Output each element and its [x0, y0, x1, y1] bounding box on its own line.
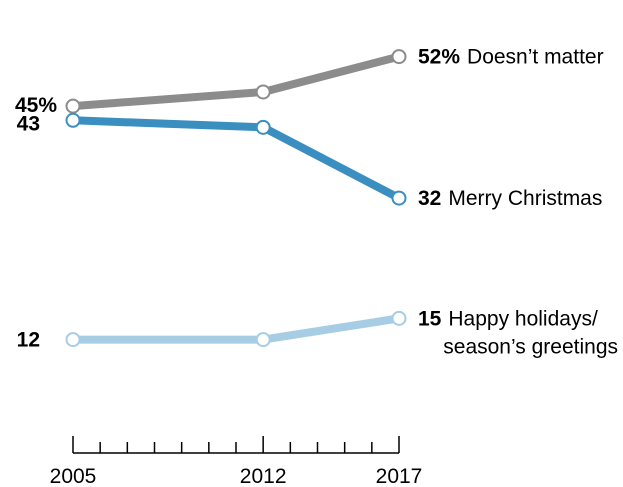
merry-christmas-end-name: Merry Christmas	[448, 187, 602, 210]
happy-holidays-end-name: Happy holidays/	[448, 307, 598, 330]
merry-christmas-end-label: 32 Merry Christmas	[418, 187, 602, 210]
merry-christmas-point-2005	[65, 112, 81, 128]
doesnt-matter-end-value: 52%	[418, 46, 460, 69]
x-axis: 2005 2012 2017	[50, 436, 423, 487]
x-tick-label-2005: 2005	[50, 465, 97, 487]
happy-holidays-point-2005	[65, 332, 81, 348]
happy-holidays-point-2012	[255, 332, 271, 348]
happy-holidays-start-label: 12	[17, 329, 40, 352]
merry-christmas-end-value: 32	[418, 187, 441, 210]
happy-holidays-end-name-line2: season’s greetings	[443, 335, 618, 358]
merry-christmas-point-2012	[255, 119, 271, 135]
x-tick-label-2012: 2012	[240, 465, 287, 487]
merry-christmas-line	[69, 116, 403, 203]
x-tick-label-2017: 2017	[376, 465, 423, 487]
doesnt-matter-end-name: Doesn’t matter	[467, 46, 604, 69]
doesnt-matter-end-label: 52% Doesn’t matter	[418, 46, 604, 69]
happy-holidays-end-label: 15 Happy holidays/	[418, 307, 598, 330]
merry-christmas-start-label: 43	[17, 112, 40, 135]
label-layer: 45%43 12 52% Doesn’t matter 32 Merry Christma…	[15, 46, 618, 359]
doesnt-matter-point-2012	[255, 84, 271, 100]
doesnt-matter-line	[69, 52, 403, 111]
doesnt-matter-start-label: 45%	[15, 94, 57, 117]
series-layer	[65, 49, 407, 348]
doesnt-matter-point-2005	[65, 98, 81, 114]
happy-holidays-line	[69, 314, 403, 344]
merry-christmas-point-2017	[391, 190, 407, 206]
happy-holidays-end-value: 15	[418, 307, 442, 330]
doesnt-matter-point-2017	[391, 49, 407, 65]
happy-holidays-point-2017	[391, 310, 407, 326]
